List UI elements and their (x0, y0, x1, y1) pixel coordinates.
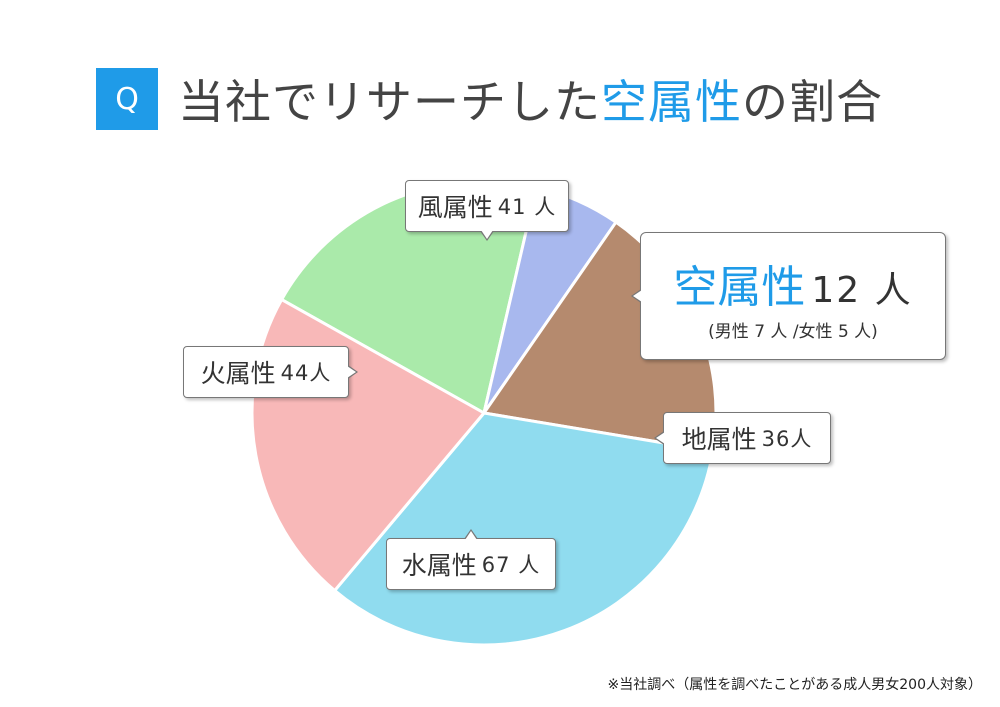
callout-earth-name: 地属性 (681, 425, 757, 454)
callout-fire-name: 火属性 (200, 359, 276, 388)
callout-water-name: 水属性 (401, 551, 477, 580)
callout-sky: 空属性 12 人 (男性 7 人 /女性 5 人) (631, 232, 946, 360)
title-prefix: 当社でリサーチした (178, 75, 601, 129)
callout-fire-count: 44人 (280, 361, 332, 385)
callout-earth: 地属性 36人 (654, 412, 831, 464)
callout-pointer (631, 289, 642, 303)
callout-wind-count: 41 人 (497, 195, 557, 219)
callout-water-count: 67 人 (481, 553, 541, 577)
callout-earth-count: 36人 (761, 427, 813, 451)
title-suffix: の割合 (742, 75, 883, 129)
title-accent: 空属性 (601, 75, 742, 129)
callout-wind-name: 風属性 (417, 193, 493, 222)
callout-pointer (654, 431, 665, 445)
callout-fire: 火属性 44人 (183, 346, 358, 398)
page-title: 当社でリサーチした 空属性 の割合 (178, 68, 883, 130)
callout-wind: 風属性 41 人 (405, 180, 569, 241)
callout-sky-main: 空属性 12 人 (641, 251, 945, 315)
callout-pointer (480, 229, 494, 241)
footnote: ※当社調べ（属性を調べたことがある成人男女200人対象） (607, 677, 982, 693)
callout-sky-count: 12 人 (811, 270, 913, 311)
callout-pointer (464, 529, 478, 540)
question-badge: Q (96, 68, 158, 130)
callout-pointer (346, 365, 358, 379)
callout-sky-name: 空属性 (673, 262, 806, 313)
callout-sky-breakdown: (男性 7 人 /女性 5 人) (708, 322, 878, 342)
callout-water: 水属性 67 人 (386, 529, 556, 590)
